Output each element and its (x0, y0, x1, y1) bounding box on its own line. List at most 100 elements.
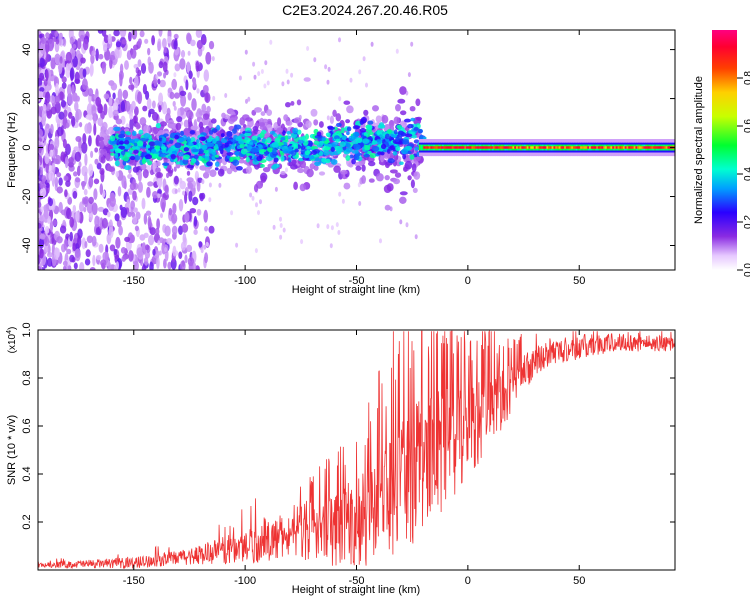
heatmap-cell (622, 146, 626, 149)
heatmap-cell (140, 63, 147, 74)
heatmap-cell (177, 187, 181, 193)
heatmap-cell (137, 169, 142, 182)
heatmap-cell (619, 146, 622, 149)
heatmap-cell (441, 146, 444, 149)
heatmap-cell (55, 154, 61, 165)
heatmap-cell (306, 145, 311, 150)
heatmap-cell (114, 148, 122, 154)
heatmap-cell (110, 82, 118, 91)
heatmap-cell (44, 208, 49, 220)
heatmap-cell (179, 106, 185, 116)
heatmap-cell (38, 222, 42, 229)
heatmap-cell (313, 57, 317, 63)
heatmap-cell (557, 146, 560, 149)
heatmap-cell (306, 168, 314, 178)
heatmap-cell (291, 144, 297, 148)
heatmap-cell (83, 188, 88, 196)
heatmap-cell (239, 143, 245, 149)
heatmap-cell (118, 225, 123, 236)
heatmap-cell (72, 43, 77, 50)
heatmap-cell (193, 215, 198, 227)
heatmap-cell (129, 155, 136, 161)
heatmap-cell (204, 164, 211, 174)
heatmap-cell (126, 198, 131, 208)
heatmap-cell (182, 190, 186, 196)
heatmap-cell (187, 115, 192, 127)
heatmap-cell (362, 138, 370, 144)
heatmap-cell (131, 130, 137, 137)
heatmap-cell (519, 146, 522, 149)
heatmap-cell (148, 61, 154, 74)
heatmap-cell (327, 66, 331, 72)
heatmap-cell (459, 146, 462, 149)
heatmap-cell (393, 116, 400, 125)
heatmap-cell (279, 223, 283, 228)
heatmap-cell (56, 186, 63, 194)
heatmap-cell (369, 153, 377, 159)
heatmap-cell (395, 136, 400, 143)
heatmap-cell (208, 225, 215, 234)
heatmap-cell (309, 163, 315, 170)
heatmap-ytick-label: 0 (21, 144, 33, 150)
heatmap-cell (59, 56, 63, 64)
heatmap-cell (409, 105, 416, 112)
heatmap-cell (206, 161, 213, 167)
scale-base: (x10 (7, 333, 18, 353)
heatmap-cell (266, 118, 272, 124)
heatmap-cell (430, 146, 433, 149)
heatmap-cell (47, 38, 54, 52)
heatmap-cell (147, 160, 153, 166)
heatmap-cell (299, 160, 307, 169)
heatmap-cell (97, 136, 105, 141)
heatmap-cell (75, 177, 81, 183)
snr-ytick-label: 1.0 (21, 322, 33, 337)
heatmap-cell (464, 146, 467, 149)
colorbar-tick-label: 0.0 (743, 263, 750, 277)
heatmap-cell (59, 225, 67, 234)
heatmap-cell (475, 146, 478, 149)
heatmap-cell (415, 116, 423, 121)
heatmap-cell (174, 188, 178, 194)
heatmap-cell (44, 123, 50, 134)
heatmap-cell (339, 141, 346, 148)
heatmap-cell (501, 146, 504, 149)
heatmap-cell (284, 135, 289, 142)
heatmap-cell (215, 161, 220, 167)
heatmap-cell (478, 146, 481, 149)
heatmap-cell (54, 95, 59, 102)
heatmap-cell (209, 169, 217, 178)
heatmap-cell (95, 254, 102, 261)
heatmap-cell (107, 144, 114, 150)
heatmap-cell (108, 105, 113, 119)
heatmap-cell (544, 146, 547, 149)
heatmap-cell (160, 153, 166, 158)
heatmap-cell (308, 143, 313, 147)
heatmap-cell (530, 146, 533, 149)
heatmap-cell (355, 137, 363, 143)
heatmap-cell (597, 146, 601, 149)
heatmap-cell (399, 110, 407, 116)
heatmap-cell (62, 138, 67, 149)
heatmap-cell (139, 117, 147, 126)
heatmap-cell (537, 146, 540, 149)
heatmap-cell (156, 256, 160, 269)
snr-xtick-label: -50 (349, 575, 365, 587)
heatmap-cell (365, 82, 368, 88)
heatmap-cell (361, 175, 366, 184)
heatmap-cell (95, 96, 102, 107)
heatmap-cell (94, 215, 100, 228)
heatmap-cell (489, 146, 492, 149)
colorbar: 0.0 0.2 0.4 0.6 0.8 Normalized spectral ampl… (693, 30, 750, 277)
heatmap-cell (49, 219, 54, 233)
heatmap-cell (214, 143, 219, 149)
heatmap-cell (245, 98, 248, 104)
heatmap-cell (167, 261, 172, 270)
heatmap-cell (129, 76, 133, 85)
heatmap-cell (589, 146, 592, 149)
heatmap-cell (414, 234, 418, 240)
heatmap-cell (293, 117, 302, 124)
heatmap-cell (523, 146, 526, 149)
heatmap-cell (573, 146, 576, 149)
heatmap-cell (96, 162, 102, 170)
heatmap-cell (230, 210, 234, 216)
